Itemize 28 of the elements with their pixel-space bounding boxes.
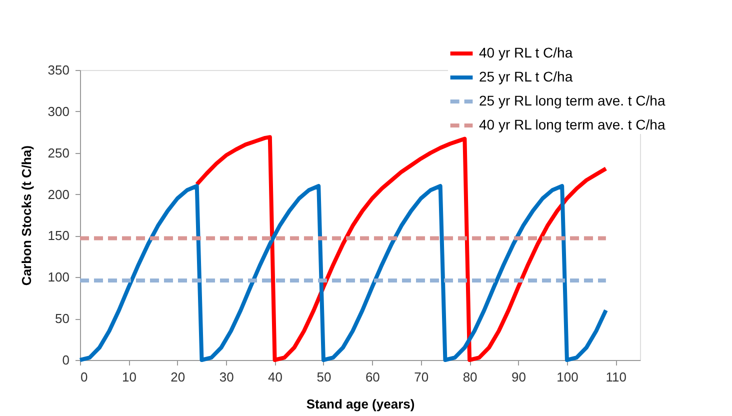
x-tick-label: 90 bbox=[512, 370, 526, 384]
legend-label: 40 yr RL long term ave. t C/ha bbox=[479, 116, 666, 132]
x-tick-label: 100 bbox=[556, 370, 578, 384]
line-series bbox=[194, 135, 608, 362]
y-axis-title: Carbon Stocks (t C/ha) bbox=[18, 145, 34, 286]
x-tick-label: 80 bbox=[462, 370, 478, 384]
x-tick-label: 20 bbox=[170, 370, 186, 384]
x-tick-label: 50 bbox=[316, 370, 332, 384]
x-tick-label: 0 bbox=[80, 370, 88, 384]
y-tick-label: 250 bbox=[48, 145, 70, 160]
y-tick-label: 0 bbox=[62, 352, 70, 368]
y-tick-label: 150 bbox=[48, 228, 70, 244]
x-tick-label: 40 bbox=[268, 370, 283, 384]
y-tick-label: 50 bbox=[55, 311, 70, 326]
legend-label: 25 yr RL t C/ha bbox=[479, 68, 573, 84]
y-tick-label: 300 bbox=[48, 104, 70, 119]
y-tick-label: 350 bbox=[48, 62, 70, 78]
legend-label: 40 yr RL t C/ha bbox=[479, 44, 573, 60]
x-axis-title: Stand age (years) bbox=[306, 396, 415, 412]
y-tick-label: 200 bbox=[48, 186, 70, 202]
x-tick-label: 110 bbox=[606, 370, 627, 384]
line-series bbox=[78, 184, 608, 362]
x-tick-label: 70 bbox=[414, 370, 429, 384]
x-tick-label: 60 bbox=[365, 370, 380, 384]
y-tick-label: 100 bbox=[48, 270, 70, 285]
legend-label: 25 yr RL long term ave. t C/ha bbox=[479, 92, 666, 108]
x-tick-label: 10 bbox=[122, 370, 136, 384]
x-tick-label: 30 bbox=[219, 370, 234, 384]
